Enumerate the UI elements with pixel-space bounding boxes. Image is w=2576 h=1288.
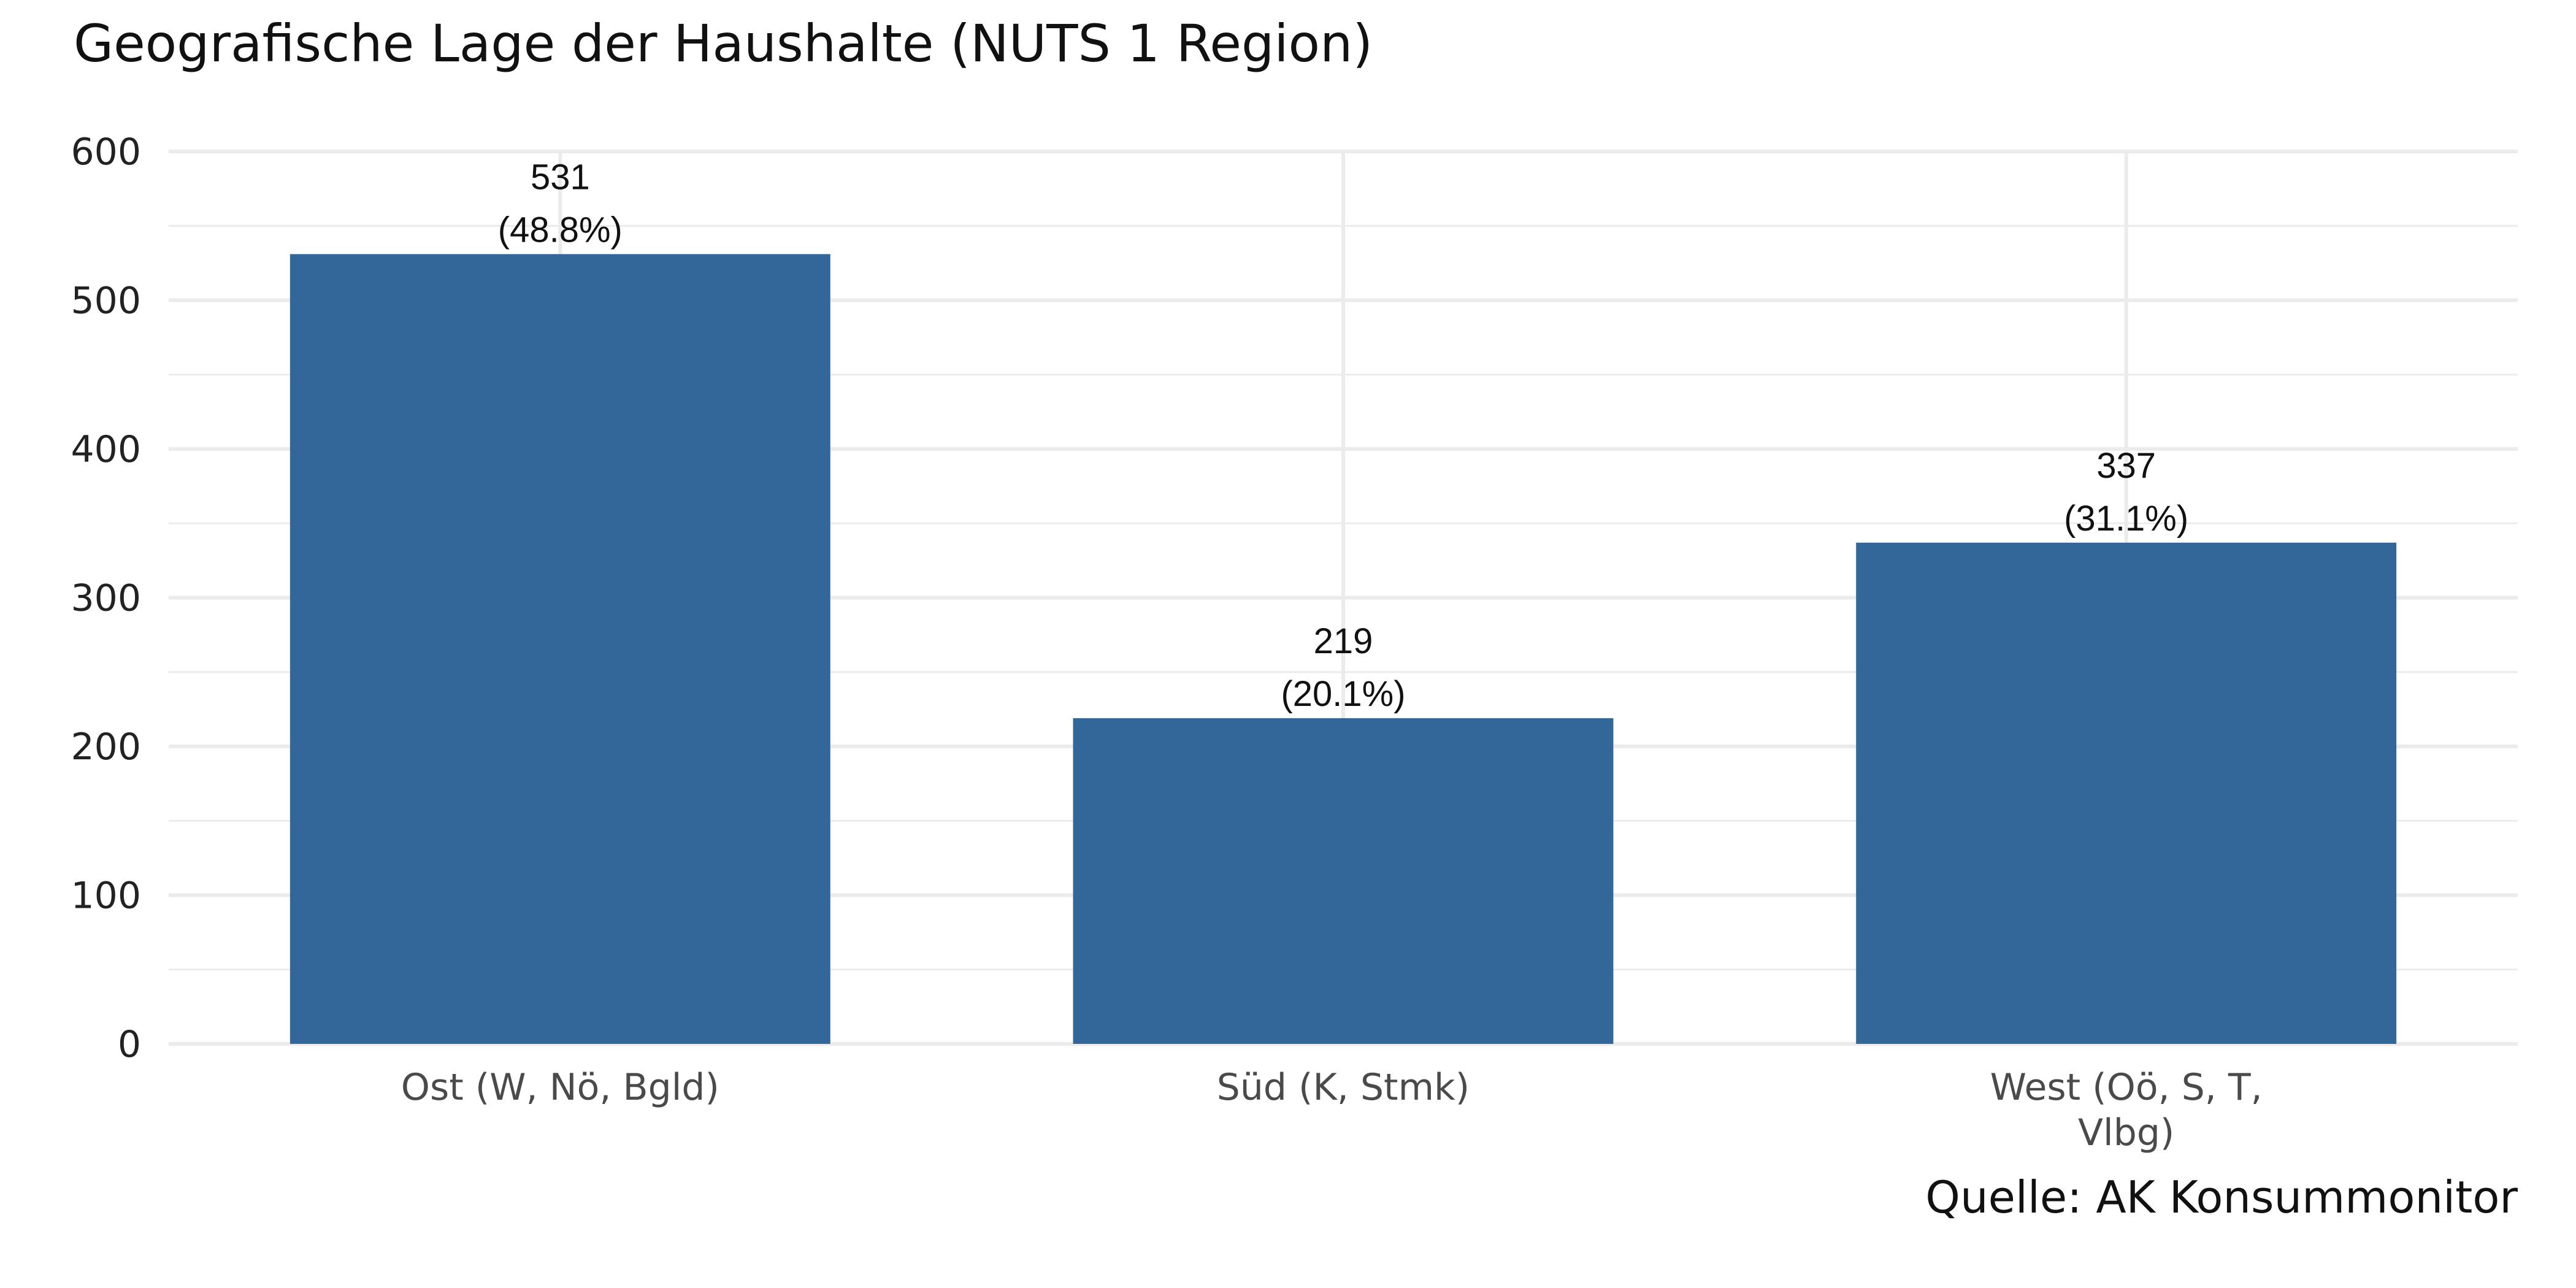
y-tick-label: 400 xyxy=(71,428,141,471)
y-tick-label: 200 xyxy=(71,726,141,769)
data-label-percent: (48.8%) xyxy=(498,210,623,250)
data-label-value: 531 xyxy=(531,157,590,197)
bar xyxy=(1073,718,1614,1044)
chart-title: Geografische Lage der Haushalte (NUTS 1 … xyxy=(74,13,1373,74)
data-label-percent: (20.1%) xyxy=(1281,674,1405,714)
x-tick-label: Süd (K, Stmk) xyxy=(1217,1066,1470,1109)
y-tick-label: 500 xyxy=(71,280,141,323)
y-tick-label: 100 xyxy=(71,875,141,918)
bar xyxy=(289,254,830,1045)
bar xyxy=(1856,542,2397,1044)
x-tick-label: West (Oö, S, T, xyxy=(1990,1066,2263,1109)
data-label-percent: (31.1%) xyxy=(2064,499,2188,539)
y-tick-label: 0 xyxy=(118,1023,141,1066)
x-tick-label: Vlbg) xyxy=(2078,1111,2174,1154)
y-tick-label: 600 xyxy=(71,131,141,174)
x-tick-label: Ost (W, Nö, Bgld) xyxy=(401,1066,719,1109)
data-label-value: 337 xyxy=(2096,446,2156,486)
y-tick-label: 300 xyxy=(71,577,141,620)
data-label-value: 219 xyxy=(1314,621,1373,661)
chart-caption: Quelle: AK Konsummonitor xyxy=(1925,1171,2518,1223)
